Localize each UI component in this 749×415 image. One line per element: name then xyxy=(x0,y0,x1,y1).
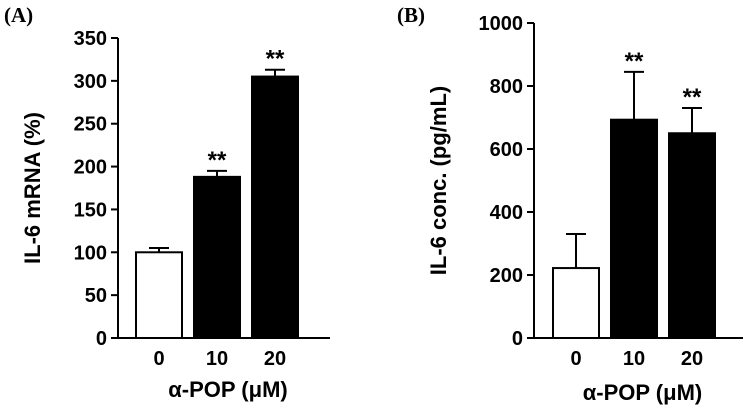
panel-b-bar xyxy=(610,118,658,339)
panel-b-y-axis-title: IL-6 conc. (pg/mL) xyxy=(426,86,451,275)
panel-b: (B) 0 200 400 600 800 1000 IL-6 conc. (pg/mL) 0 *… xyxy=(397,3,743,405)
panel-a-bar xyxy=(251,75,299,339)
panel-a-y-tick-label: 350 xyxy=(74,28,107,50)
panel-b-y-tick-label: 1000 xyxy=(479,13,524,35)
panel-b-y-tick-label: 400 xyxy=(490,202,523,224)
panel-a-y-tick-label: 250 xyxy=(74,114,107,136)
panel-a-significance: ** xyxy=(208,147,227,174)
panel-a-y-tick-label: 50 xyxy=(85,285,107,307)
panel-b-x-axis-title: α-POP (μM) xyxy=(583,380,702,405)
panel-a-x-axis-title: α-POP (μM) xyxy=(168,377,287,402)
panel-b-y-tick-label: 800 xyxy=(490,76,523,98)
panel-b-label: (B) xyxy=(397,3,425,27)
panel-a-x-tick-label: 20 xyxy=(264,348,286,370)
panel-a-bar xyxy=(193,175,241,339)
panel-a: (A) 0 50 100 150 200 250 300 350 IL-6 mRNA (%) 0 **… xyxy=(4,3,330,402)
panel-b-bar xyxy=(668,132,716,339)
panel-b-x-tick-label: 0 xyxy=(570,348,581,370)
panel-b-y-tick-label: 600 xyxy=(490,139,523,161)
panel-a-y-tick-label: 100 xyxy=(74,242,107,264)
panel-a-significance: ** xyxy=(266,46,285,73)
panel-b-x-tick-label: 20 xyxy=(681,348,703,370)
panel-b-y-tick-label: 0 xyxy=(512,328,523,350)
panel-a-x-tick-label: 10 xyxy=(206,348,228,370)
panel-b-x-tick-label: 10 xyxy=(623,348,645,370)
panel-a-y-axis-title: IL-6 mRNA (%) xyxy=(20,112,45,264)
panel-b-significance: ** xyxy=(625,48,644,75)
panel-a-y-tick-label: 150 xyxy=(74,199,107,221)
panel-b-significance: ** xyxy=(683,84,702,111)
panel-a-bar xyxy=(135,251,183,340)
panel-b-y-tick-label: 200 xyxy=(490,265,523,287)
panel-a-y-tick-label: 0 xyxy=(96,328,107,350)
panel-a-y-tick-label: 200 xyxy=(74,157,107,179)
panel-b-bar xyxy=(552,267,600,340)
panel-a-y-tick-label: 300 xyxy=(74,71,107,93)
panel-a-label: (A) xyxy=(4,3,33,27)
panel-a-x-tick-label: 0 xyxy=(153,348,164,370)
